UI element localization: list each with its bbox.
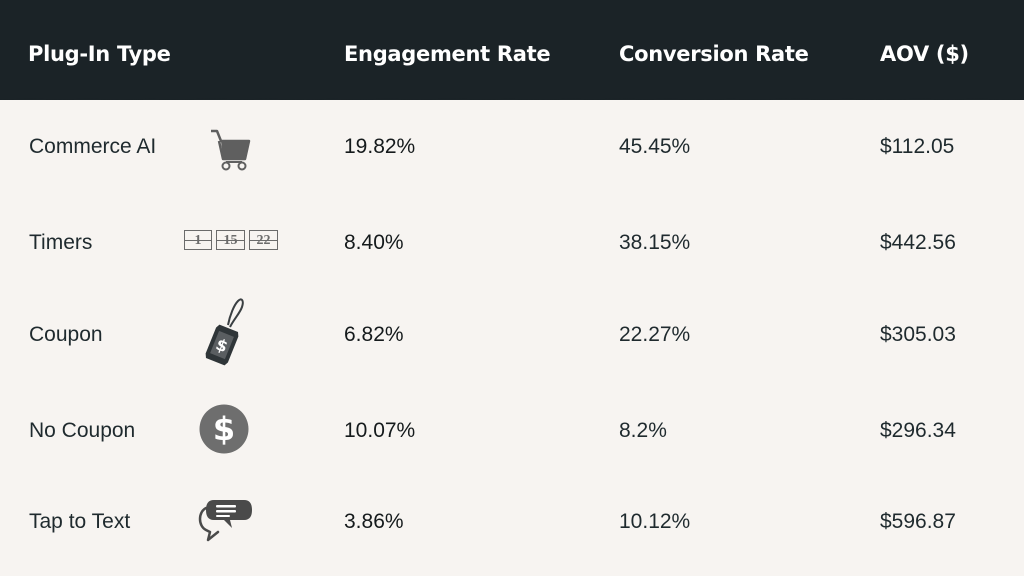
conversion-rate-value: 38.15%	[619, 231, 691, 254]
aov-value: $442.56	[880, 231, 956, 254]
engagement-rate-value: 19.82%	[344, 135, 416, 158]
column-header-engagement-rate: Engagement Rate	[344, 42, 551, 66]
dollar-circle-icon: $	[199, 404, 249, 454]
table-row: No Coupon $ 10.07% 8.2% $296.34	[0, 401, 1024, 461]
shopping-cart-icon	[211, 129, 251, 171]
torn-paper-edge	[0, 96, 1024, 100]
table-header: Plug-In Type Engagement Rate Conversion …	[0, 0, 1024, 100]
price-tag-icon: $	[205, 298, 244, 366]
chat-bubbles-icon	[198, 500, 252, 542]
aov-value: $296.34	[880, 419, 956, 442]
table-row: Tap to Text 3.86% 10.12% $596.87	[0, 492, 1024, 552]
plugin-type-label: Coupon	[29, 323, 103, 346]
engagement-rate-value: 10.07%	[344, 419, 416, 442]
plugin-type-label: Tap to Text	[29, 510, 131, 533]
column-header-conversion-rate: Conversion Rate	[619, 42, 809, 66]
plugin-type-label: No Coupon	[29, 419, 136, 442]
table-row: Commerce AI 19.82% 45.45% $112.05	[0, 117, 1024, 177]
timer-digit-box: 15	[216, 230, 245, 250]
conversion-rate-value: 10.12%	[619, 510, 691, 533]
countdown-timer-icon: 1 15 22	[184, 230, 282, 250]
conversion-rate-value: 45.45%	[619, 135, 691, 158]
engagement-rate-value: 6.82%	[344, 323, 404, 346]
conversion-rate-value: 8.2%	[619, 419, 667, 442]
timer-digit-box: 1	[184, 230, 212, 250]
conversion-rate-value: 22.27%	[619, 323, 691, 346]
table-row: Timers 1 15 22 8.40% 38.15% $442.56	[0, 213, 1024, 273]
column-header-aov: AOV ($)	[880, 42, 969, 66]
plugin-type-label: Timers	[29, 231, 93, 254]
aov-value: $596.87	[880, 510, 956, 533]
plugin-type-label: Commerce AI	[29, 135, 157, 158]
aov-value: $112.05	[880, 135, 955, 158]
column-header-plugin-type: Plug-In Type	[28, 42, 171, 66]
table-row: Coupon $ 6.82% 22.27% $305.03	[0, 298, 1024, 366]
timer-digit-box: 22	[249, 230, 278, 250]
aov-value: $305.03	[880, 323, 956, 346]
engagement-rate-value: 8.40%	[344, 231, 404, 254]
engagement-rate-value: 3.86%	[344, 510, 404, 533]
svg-text:$: $	[213, 410, 235, 448]
